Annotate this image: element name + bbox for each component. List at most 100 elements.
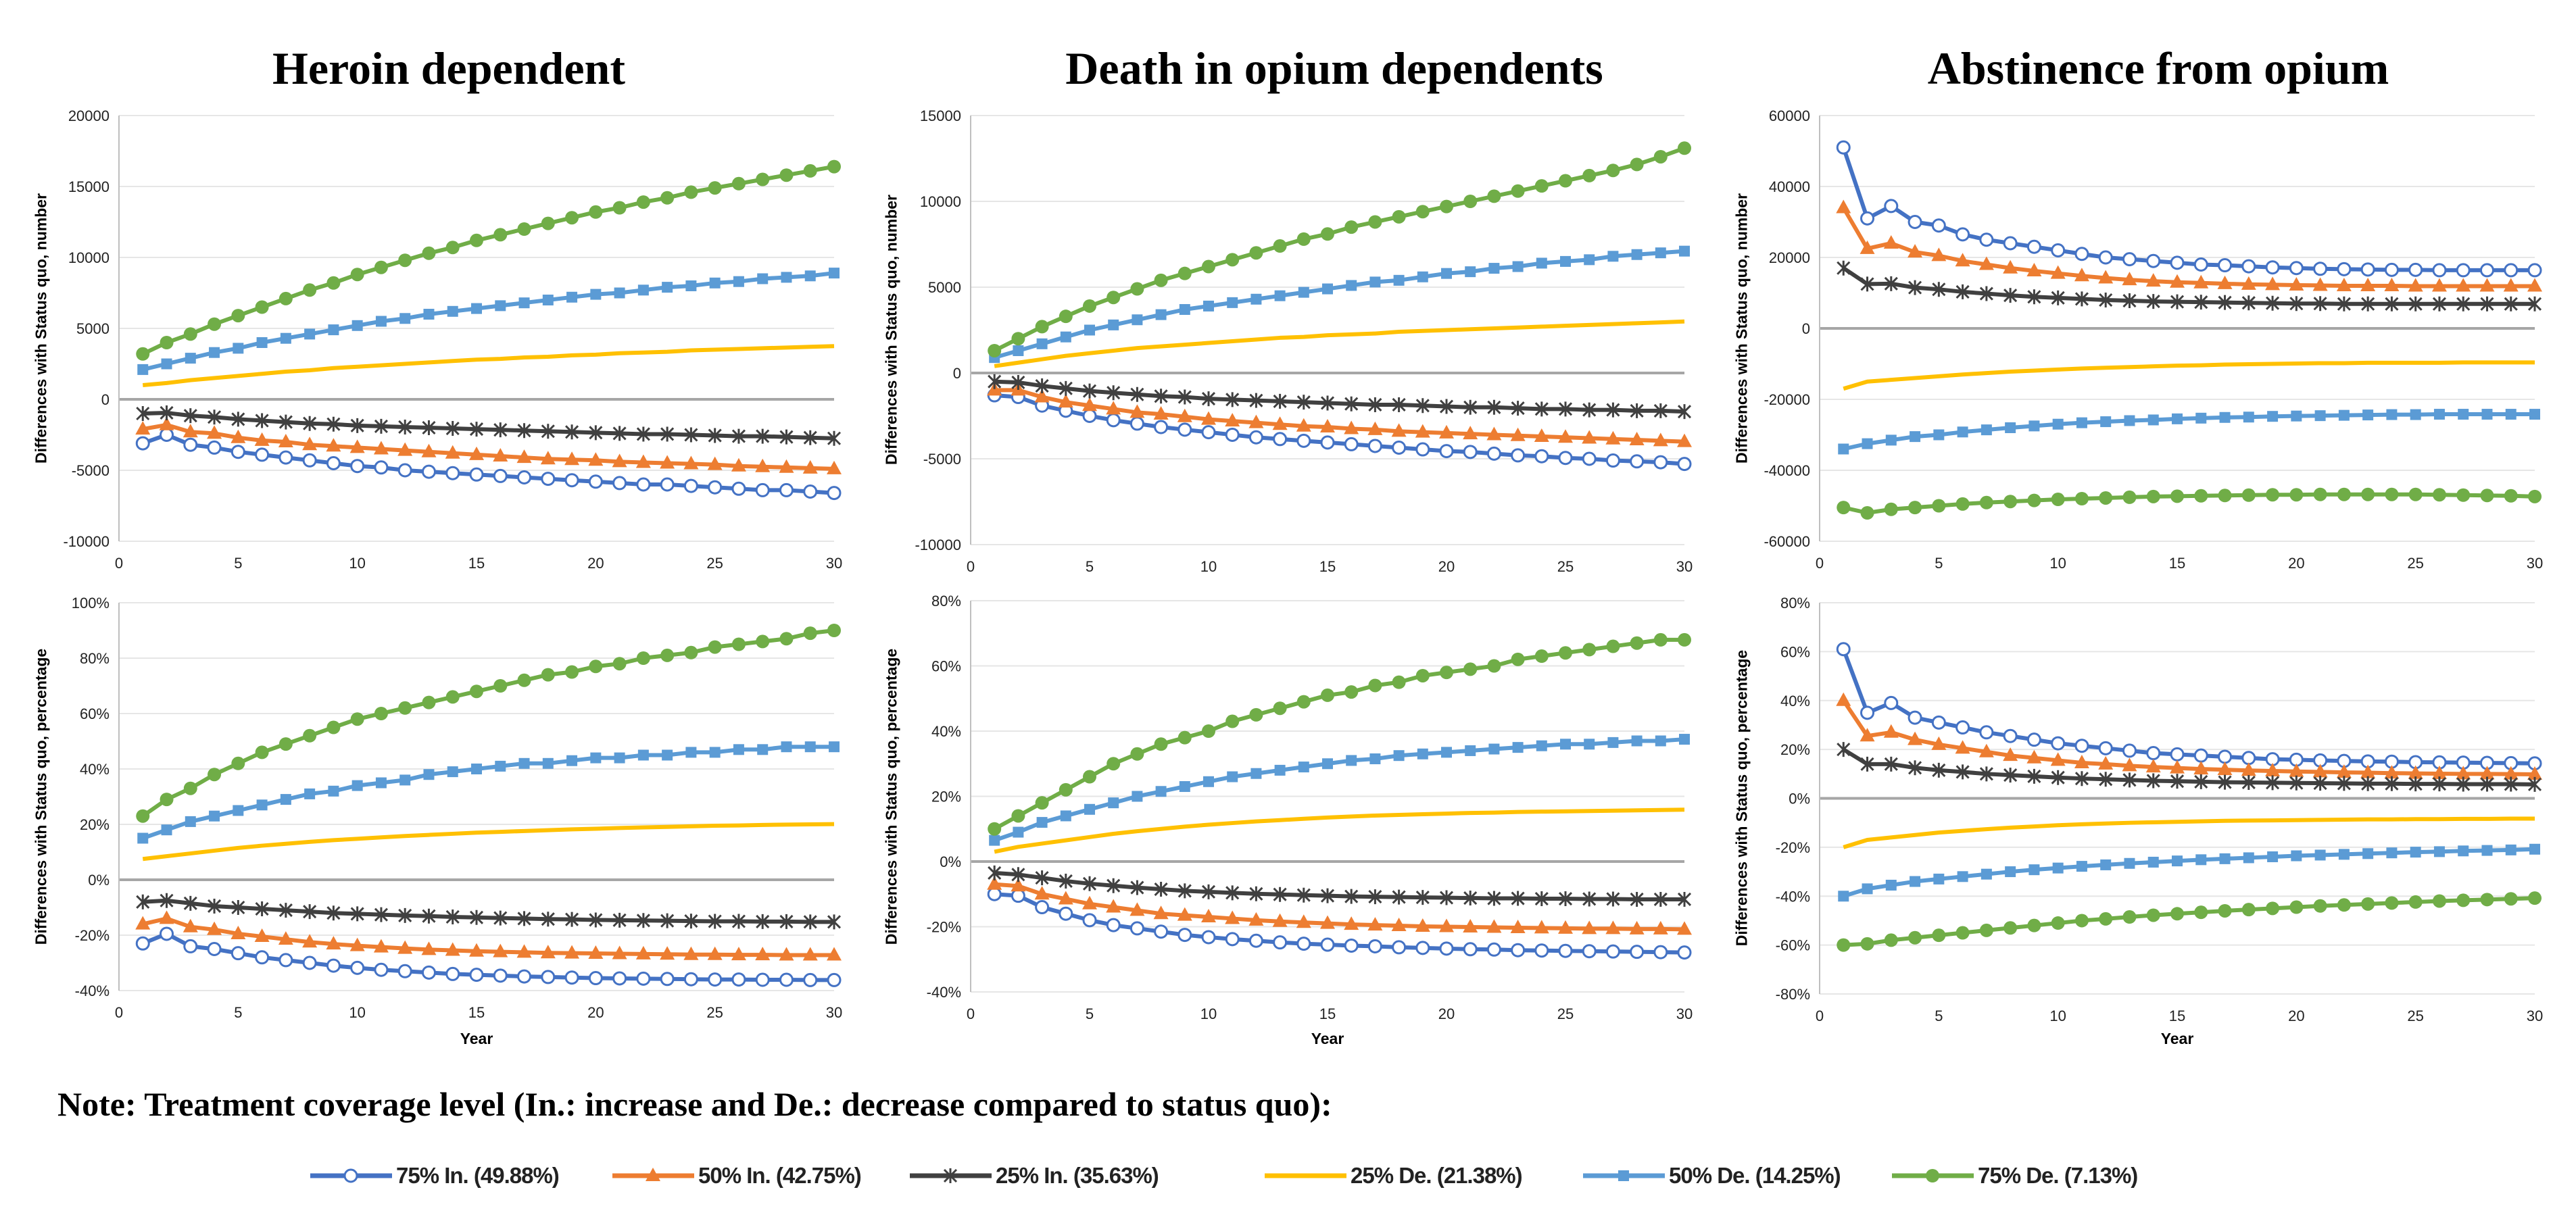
circle-open-marker [1415,941,1430,955]
data-point-marker [2170,489,2184,503]
data-point-marker [1955,764,1970,780]
data-point-marker [2267,851,2279,862]
x-tick-label: 5 [1086,1005,1094,1022]
series-line [142,916,834,957]
x-tick-label: 10 [2049,555,2066,572]
data-point-marker [1107,385,1121,401]
data-point-marker [2195,412,2207,424]
data-point-marker [2504,263,2519,278]
x-tick-label: 5 [1086,558,1094,575]
triangle-marker [230,429,246,443]
triangle-marker [564,451,580,466]
data-point-marker [1605,430,1621,445]
data-point-marker [2266,295,2280,311]
circle-open-marker [1677,945,1692,960]
data-point-marker [635,945,651,960]
square-marker [2362,848,2374,859]
triangle-marker [1883,235,1899,249]
y-tick-label: -40% [75,982,110,999]
series-line [993,146,1686,353]
data-point-marker [1837,501,1851,515]
data-point-marker [1155,309,1167,320]
circle-filled-marker [2241,903,2256,917]
data-point-marker [2170,294,2185,309]
data-point-marker [2432,894,2446,908]
circle-open-marker [1534,449,1549,464]
data-point-marker [2265,276,2281,291]
data-point-marker [278,450,293,465]
circle-open-marker [1296,937,1311,951]
data-point-marker [1836,140,1851,155]
square-marker [351,320,363,331]
data-point-marker [1955,497,1970,511]
data-point-marker [1439,890,1454,905]
data-point-marker [637,749,649,761]
data-point-marker [1248,414,1264,428]
triangle-marker [2217,275,2233,289]
data-point-marker [326,720,341,734]
square-marker [1679,734,1690,745]
circle-open-marker [1439,941,1454,956]
data-point-marker [302,437,318,451]
data-point-marker [541,216,555,230]
x-tick-label: 20 [2288,555,2304,572]
data-point-marker [1979,766,1993,782]
data-point-marker [183,895,197,911]
asterisk-marker [1932,282,1946,297]
data-point-marker [399,774,411,786]
data-point-marker [1630,403,1644,418]
data-point-marker [1296,395,1311,410]
data-point-marker [183,781,197,795]
data-point-marker [302,955,317,970]
data-point-marker [2241,276,2256,290]
asterisk-marker [988,374,1002,389]
data-point-marker [2003,728,2018,743]
data-point-marker [1225,714,1240,728]
data-point-marker [612,426,627,441]
circle-open-marker [445,966,460,981]
circle-filled-marker [1559,646,1572,660]
circle-filled-marker [1273,701,1287,716]
square-marker [2100,416,2112,428]
series-line [141,164,835,356]
square-marker [614,752,625,764]
data-point-marker [1415,205,1430,219]
data-point-marker [733,276,744,287]
data-point-marker [1955,284,1970,299]
asterisk-marker [2027,289,2041,305]
data-point-marker [1653,432,1668,447]
data-point-marker [1463,942,1478,957]
data-point-marker [447,305,458,317]
data-point-marker [2219,853,2231,864]
triangle-marker [2241,762,2256,776]
data-point-marker [988,374,1002,389]
square-marker [1885,879,1897,891]
data-point-marker [1653,945,1668,960]
triangle-marker [207,425,222,439]
data-point-marker [469,467,484,482]
y-tick-label: 15000 [68,178,110,195]
circle-filled-marker [1059,309,1073,324]
triangle-marker [1129,404,1145,418]
data-point-marker [2479,263,2494,278]
data-point-marker [660,946,675,960]
data-point-marker [2099,491,2113,505]
data-point-marker [1979,232,1994,247]
data-point-marker [1011,374,1025,390]
data-point-marker [2528,891,2542,905]
triangle-marker [1225,910,1240,924]
data-point-marker [827,159,841,174]
data-point-marker [590,752,602,764]
square-marker [1417,271,1428,282]
x-tick-label: 5 [234,1004,242,1021]
square-marker [1488,263,1500,274]
circle-filled-marker [2528,489,2542,503]
asterisk-marker [160,405,174,420]
data-point-marker [662,749,673,761]
circle-filled-marker [779,632,794,646]
y-tick-label: 0% [940,853,961,870]
triangle-marker [660,946,675,960]
series-line [143,410,835,441]
data-point-marker [1368,889,1382,905]
x-tick-label: 30 [2527,555,2543,572]
